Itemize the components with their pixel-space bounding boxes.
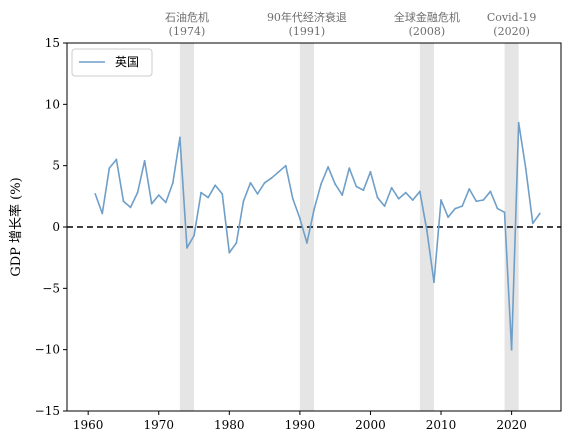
data-point [200, 191, 202, 194]
data-point [306, 242, 308, 244]
event-label: Covid-19 [487, 11, 537, 24]
data-point [186, 246, 188, 249]
event-band [299, 43, 314, 411]
data-point [320, 183, 322, 185]
data-point [362, 189, 365, 192]
data-point [171, 181, 174, 184]
y-tick-label: 0 [52, 220, 60, 234]
y-axis-ticks: −15 −10 −5 0 5 10 15 [35, 36, 67, 418]
data-point [433, 281, 435, 284]
data-point [277, 170, 280, 173]
data-point [122, 200, 125, 203]
data-point [482, 199, 485, 201]
y-tick-label: 15 [45, 36, 60, 50]
legend-box [71, 48, 153, 77]
data-point [383, 205, 386, 208]
data-point [108, 167, 111, 170]
data-point [496, 207, 499, 210]
data-point [228, 251, 231, 254]
data-point [524, 167, 527, 170]
data-point [489, 190, 492, 193]
data-point [369, 170, 372, 173]
series-line [94, 121, 541, 351]
data-point [348, 167, 351, 170]
data-point [101, 212, 104, 215]
data-point [376, 196, 379, 199]
data-point [355, 185, 358, 188]
x-tick-label: 1970 [143, 418, 174, 432]
event-labels: 石油危机(1974) 90年代经济衰退(1991) 全球金融危机(2008) Covi… [165, 10, 536, 38]
y-axis-label: GDP 增长率 (%) [8, 177, 24, 276]
data-point [397, 197, 400, 200]
data-point [503, 211, 506, 214]
data-point [538, 212, 541, 215]
data-point [136, 191, 139, 194]
data-point [284, 164, 287, 167]
data-point [150, 202, 153, 205]
data-point [440, 199, 442, 201]
data-point [418, 190, 421, 193]
data-point [327, 165, 330, 168]
event-year-label: (1991) [289, 25, 326, 38]
data-point [242, 200, 245, 203]
legend-label: 英国 [115, 55, 139, 69]
data-point [411, 199, 414, 201]
event-band [179, 43, 195, 411]
data-point [334, 183, 337, 185]
x-tick-label: 1960 [73, 418, 104, 432]
event-year-label: (2008) [409, 25, 446, 38]
data-point [115, 158, 118, 161]
data-point [475, 200, 478, 203]
event-label: 90年代经济衰退 [267, 10, 347, 24]
data-point [291, 197, 294, 200]
x-tick-label: 2010 [426, 418, 457, 432]
data-point [510, 348, 513, 351]
data-point [94, 192, 97, 195]
data-point [404, 191, 407, 194]
x-axis-ticks: 1960 1970 1980 1990 2000 2010 2020 [73, 411, 527, 432]
y-tick-label: 5 [52, 159, 60, 173]
series-layer [94, 121, 541, 351]
data-point [390, 186, 393, 189]
data-point [454, 207, 457, 210]
data-point [235, 242, 238, 244]
data-point [129, 206, 132, 209]
y-tick-label: 10 [45, 97, 60, 111]
data-point [164, 201, 167, 204]
data-point [426, 229, 428, 232]
event-label: 全球金融危机 [394, 10, 460, 24]
data-point [157, 194, 160, 197]
data-point [461, 205, 464, 208]
legend: 英国 [71, 48, 153, 77]
data-point [270, 177, 273, 179]
x-tick-label: 1990 [285, 418, 316, 432]
event-label: 石油危机 [165, 10, 209, 24]
y-tick-label: −15 [35, 404, 60, 418]
data-point [143, 159, 146, 162]
data-point [214, 184, 217, 187]
data-point [249, 181, 252, 184]
data-point [531, 222, 534, 225]
data-point [207, 196, 210, 199]
data-point [263, 181, 266, 184]
x-tick-label: 2020 [496, 418, 527, 432]
data-point [468, 188, 471, 190]
event-year-label: (1974) [169, 25, 206, 38]
x-tick-label: 2000 [355, 418, 386, 432]
data-point [221, 192, 224, 195]
data-point [179, 136, 181, 139]
y-tick-label: −10 [35, 343, 60, 357]
data-point [256, 192, 259, 195]
data-point [313, 208, 315, 211]
data-point [447, 216, 449, 219]
data-point [298, 217, 301, 220]
x-tick-label: 1980 [214, 418, 245, 432]
data-point [517, 121, 520, 124]
y-tick-label: −5 [42, 281, 60, 295]
data-point [341, 194, 344, 197]
event-year-label: (2020) [493, 25, 530, 38]
data-point [193, 234, 195, 237]
